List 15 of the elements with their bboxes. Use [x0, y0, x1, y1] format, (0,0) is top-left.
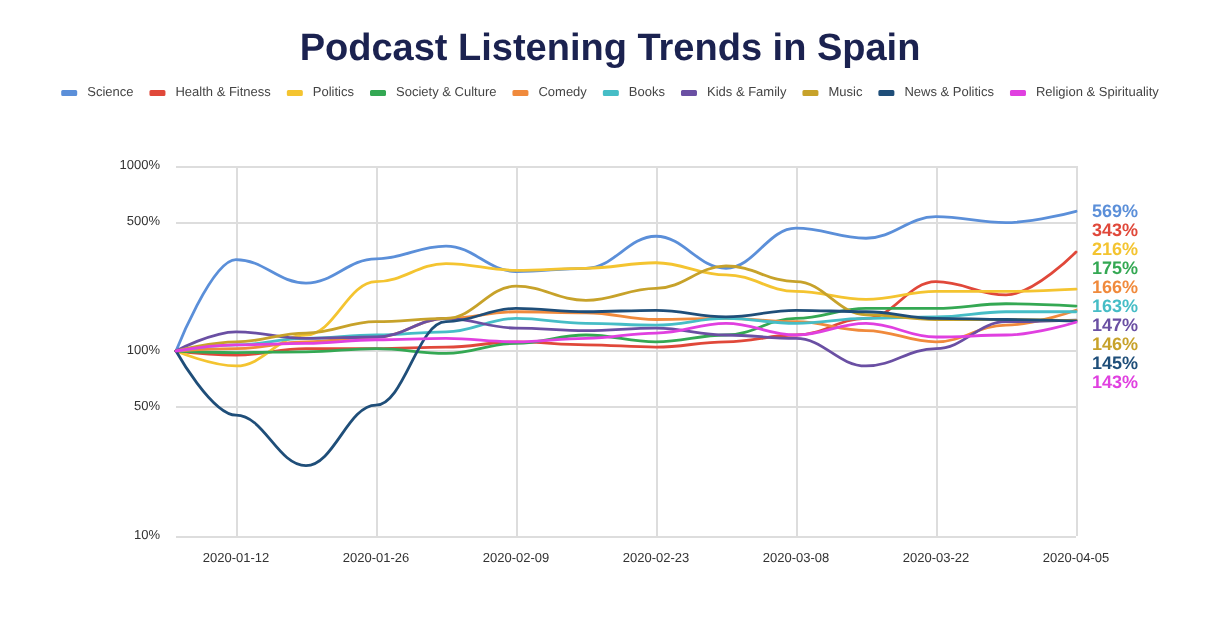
line-series — [174, 261, 1078, 368]
data-label: 166% — [1092, 276, 1139, 297]
line-series — [174, 306, 1078, 468]
chart-title: Podcast Listening Trends in Spain — [299, 28, 921, 70]
data-label: 216% — [1092, 238, 1139, 259]
data-label: 147% — [1092, 314, 1139, 335]
line-series — [174, 320, 1078, 353]
data-label: 163% — [1092, 295, 1139, 316]
data-label: 569% — [1092, 200, 1139, 221]
line-series — [174, 209, 1078, 353]
data-label: 343% — [1092, 219, 1139, 240]
data-label: 145% — [1092, 352, 1139, 373]
data-label: 175% — [1092, 257, 1139, 278]
data-label: 146% — [1092, 333, 1139, 354]
data-label: 143% — [1092, 371, 1139, 392]
